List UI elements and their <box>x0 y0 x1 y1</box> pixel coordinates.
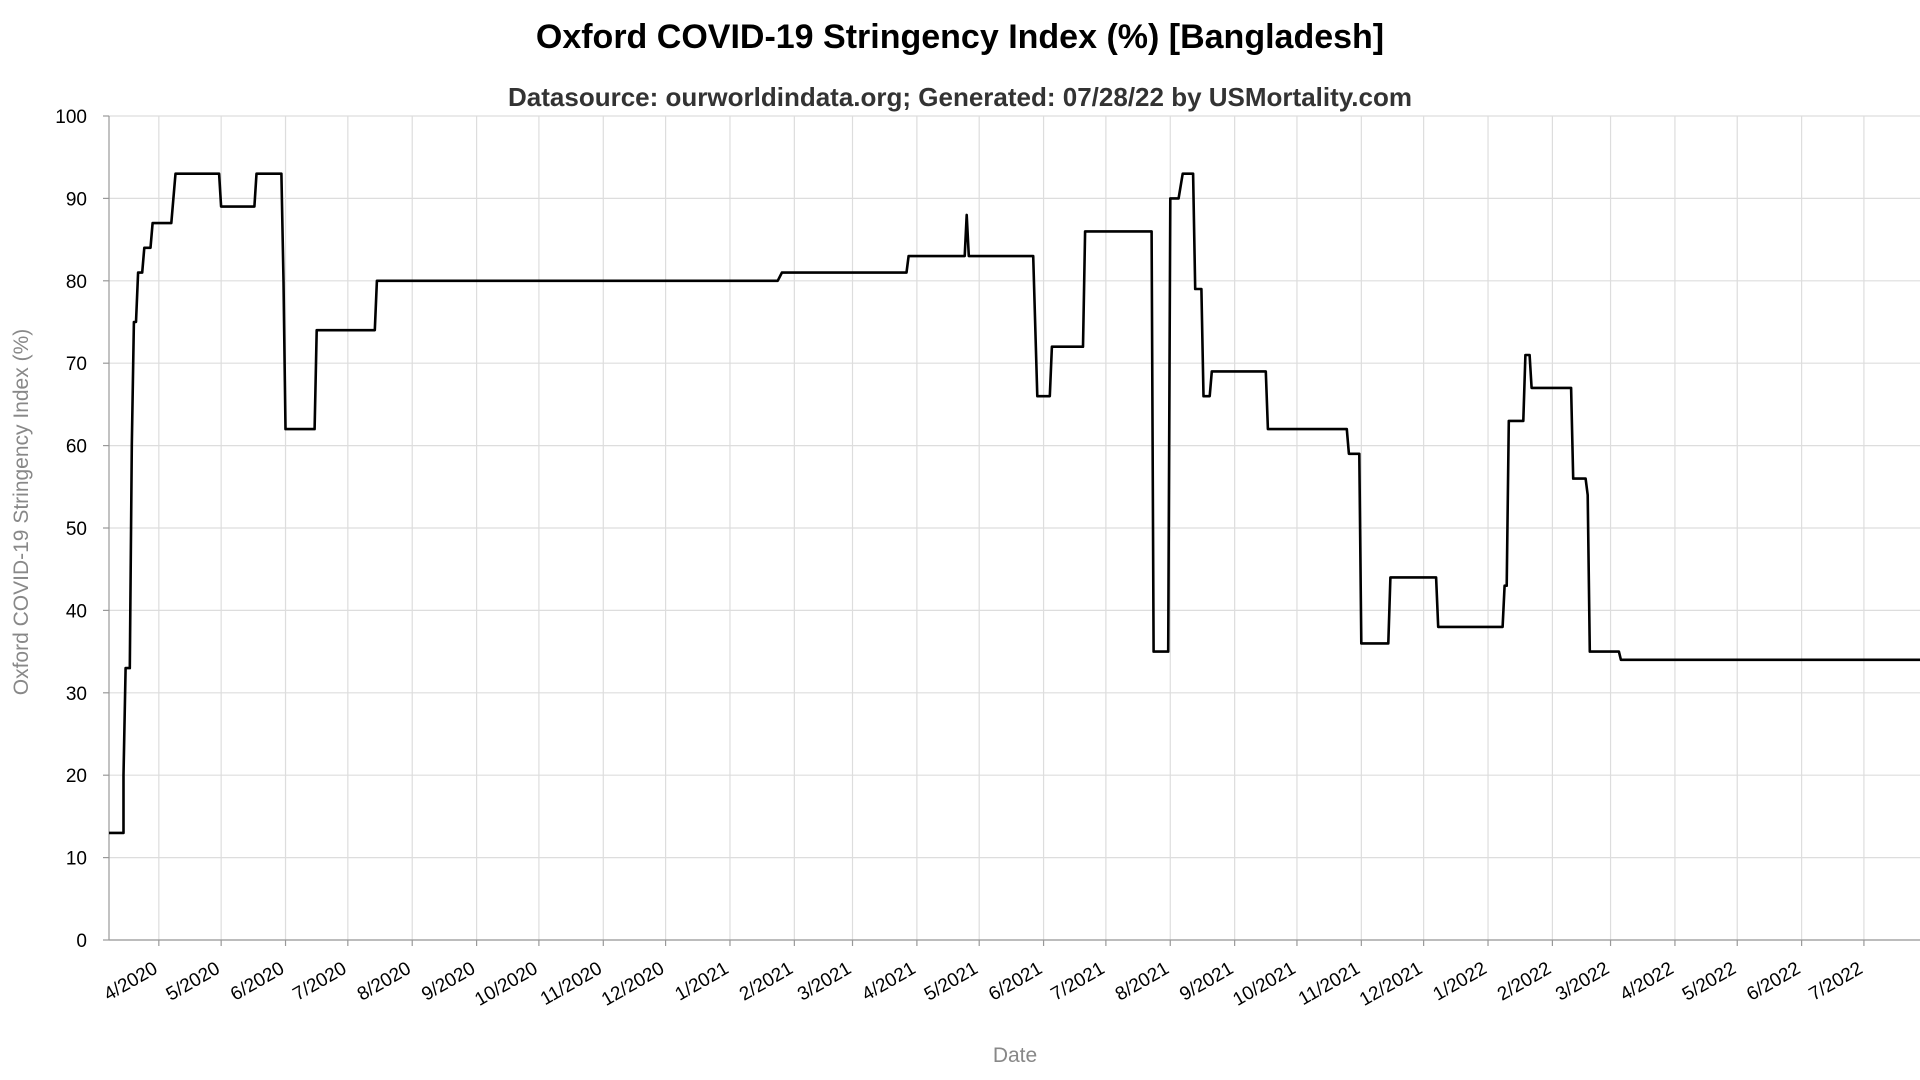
y-tick-label: 20 <box>66 766 87 787</box>
x-tick-label: 8/2021 <box>1112 958 1173 1005</box>
x-tick-label: 1/2021 <box>672 958 733 1005</box>
x-tick-label: 7/2020 <box>289 958 350 1005</box>
x-tick-label: 5/2022 <box>1679 958 1740 1005</box>
x-tick-label: 10/2021 <box>1229 958 1299 1011</box>
x-tick-label: 2/2022 <box>1494 958 1555 1005</box>
x-tick-label: 2/2021 <box>736 958 797 1005</box>
x-tick-label: 8/2020 <box>354 958 415 1005</box>
y-axis-label: Oxford COVID-19 Stringency Index (%) <box>10 329 33 695</box>
x-tick-label: 11/2021 <box>1295 958 1364 1010</box>
x-tick-label: 4/2022 <box>1617 958 1678 1005</box>
y-tick-label: 100 <box>55 107 87 128</box>
x-tick-label: 3/2021 <box>794 958 855 1005</box>
x-tick-label: 7/2022 <box>1806 958 1867 1005</box>
chart-title: Oxford COVID-19 Stringency Index (%) [Ba… <box>535 18 1385 56</box>
x-tick-label: 6/2022 <box>1743 958 1804 1005</box>
y-tick-label: 80 <box>66 272 87 293</box>
x-tick-label: 4/2020 <box>101 958 162 1005</box>
x-tick-label: 5/2021 <box>921 958 982 1005</box>
x-tick-label: 7/2021 <box>1048 958 1109 1005</box>
y-tick-label: 90 <box>66 189 87 210</box>
x-tick-label: 12/2020 <box>598 958 668 1011</box>
x-tick-label: 5/2020 <box>163 958 224 1005</box>
x-tick-label: 11/2020 <box>537 958 606 1010</box>
y-tick-label: 10 <box>66 849 87 870</box>
x-tick-label: 3/2022 <box>1552 958 1613 1005</box>
y-tick-label: 50 <box>66 519 87 540</box>
x-tick-label: 12/2021 <box>1356 958 1426 1011</box>
chart-subtitle: Datasource: ourworldindata.org; Generate… <box>508 82 1412 112</box>
x-tick-label: 1/2022 <box>1430 958 1491 1005</box>
y-tick-label: 70 <box>66 354 87 375</box>
x-axis-ticks: 4/2020 5/2020 6/2020 7/2020 8/2020 9/202010/2… <box>101 958 1867 1011</box>
y-tick-label: 0 <box>76 931 87 952</box>
x-tick-label: 6/2020 <box>227 958 288 1005</box>
y-axis-ticks: 0 10 20 30 40 50 60 70 80 90 100 <box>55 107 87 952</box>
gridlines <box>109 115 1920 941</box>
x-tick-label: 9/2020 <box>418 958 479 1005</box>
y-tick-label: 30 <box>66 684 87 705</box>
y-tick-label: 60 <box>66 437 87 458</box>
y-tick-label: 40 <box>66 601 87 622</box>
x-axis-label: Date <box>993 1044 1037 1067</box>
x-tick-label: 10/2020 <box>471 958 541 1011</box>
series-line <box>109 172 1920 835</box>
axes <box>103 115 1920 946</box>
x-tick-label: 4/2021 <box>859 958 920 1005</box>
series-layer <box>109 172 1920 835</box>
x-tick-label: 9/2021 <box>1176 958 1237 1005</box>
x-tick-label: 6/2021 <box>985 958 1046 1005</box>
